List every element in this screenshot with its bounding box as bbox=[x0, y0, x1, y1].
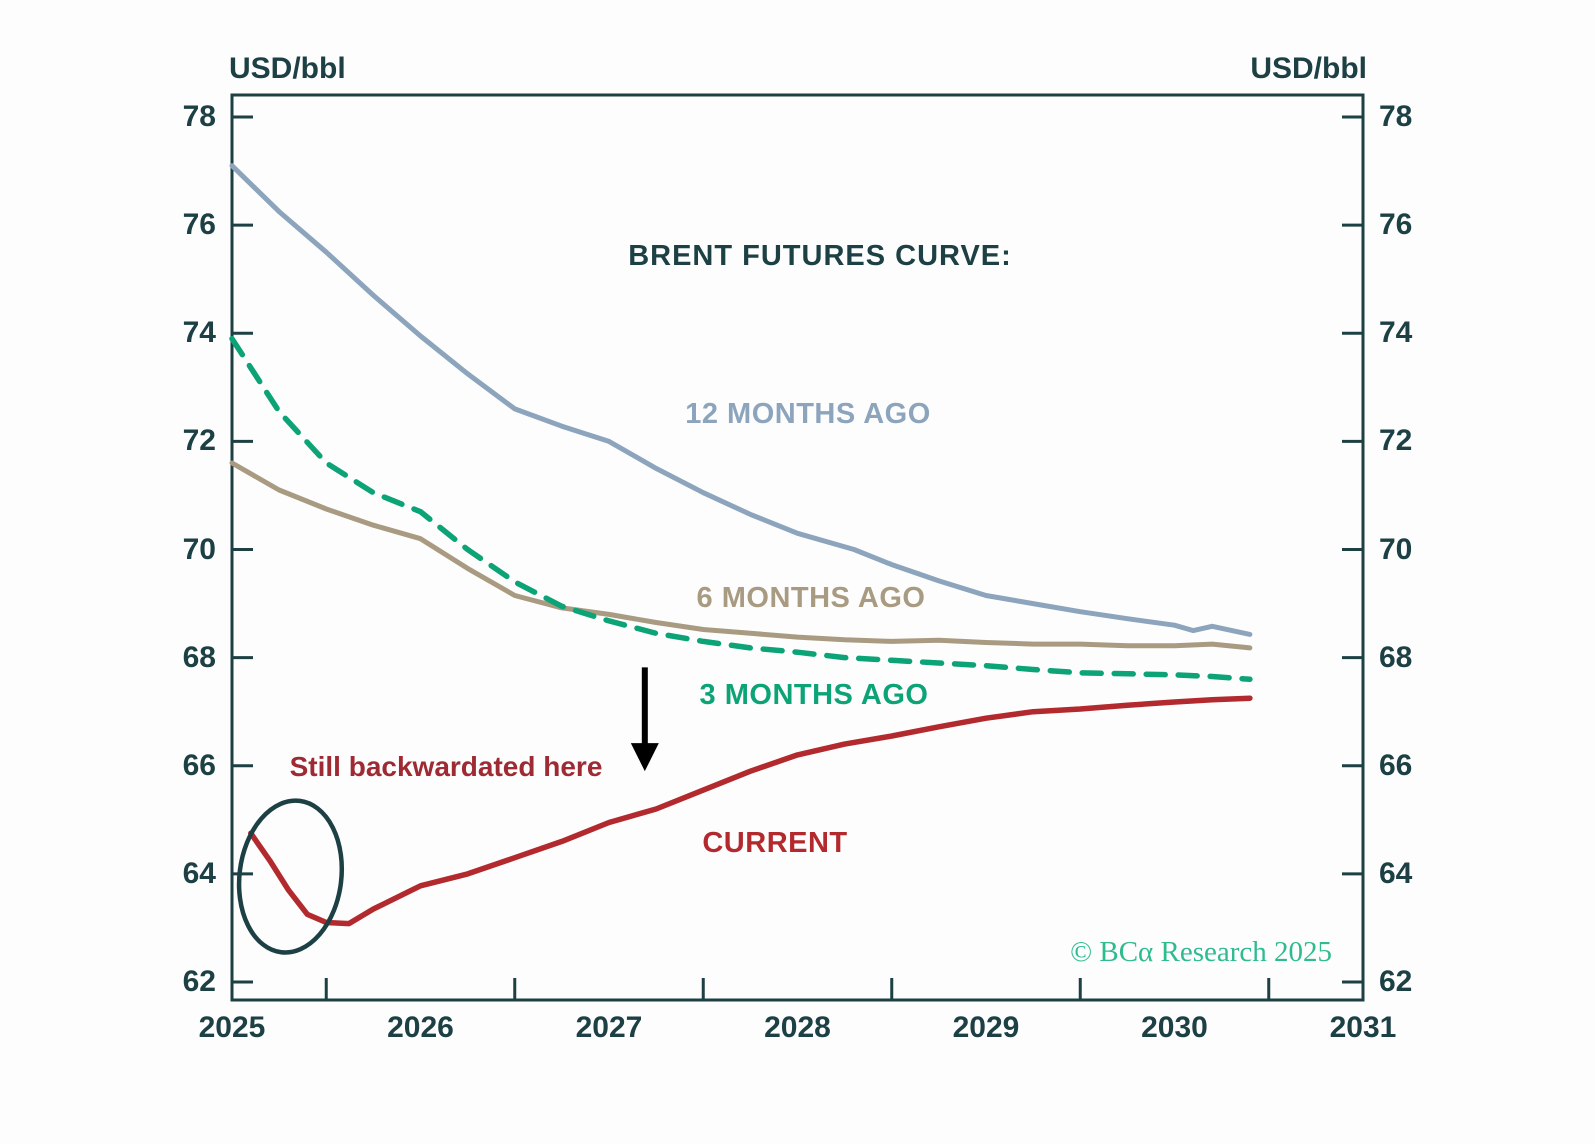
down-arrow-head bbox=[630, 743, 659, 772]
x-axis-label: 2031 bbox=[1329, 1011, 1397, 1044]
y-axis-label-right: 78 bbox=[1379, 100, 1413, 133]
y-axis-label-left: 66 bbox=[182, 748, 216, 782]
x-axis-label: 2025 bbox=[198, 1011, 266, 1044]
series-label-6-months-ago: 6 MONTHS AGO bbox=[696, 582, 926, 614]
y-axis-label-right: 64 bbox=[1379, 856, 1413, 890]
right-axis-unit-label: USD/bbl bbox=[1250, 52, 1367, 85]
backwardation-annotation: Still backwardated here bbox=[289, 751, 603, 782]
y-axis-label-left: 68 bbox=[182, 640, 216, 674]
y-axis-label-right: 68 bbox=[1379, 640, 1413, 674]
series-line-3-months-ago bbox=[229, 335, 1253, 683]
y-axis-label-right: 74 bbox=[1379, 316, 1413, 350]
x-axis-label: 2029 bbox=[952, 1011, 1020, 1044]
plot-border bbox=[230, 93, 1365, 1002]
y-axis-label-left: 76 bbox=[182, 208, 216, 242]
x-axis-label: 2030 bbox=[1141, 1011, 1208, 1044]
y-axis-label-right: 70 bbox=[1379, 532, 1413, 566]
y-axis-label-left: 78 bbox=[182, 100, 216, 133]
x-axis-label: 2028 bbox=[764, 1011, 831, 1044]
y-axis-label-right: 76 bbox=[1379, 208, 1413, 242]
y-axis-label-left: 70 bbox=[182, 532, 216, 566]
chart-title: BRENT FUTURES CURVE: bbox=[628, 240, 1012, 272]
y-axis-label-right: 66 bbox=[1379, 748, 1413, 782]
y-axis-label-left: 62 bbox=[182, 965, 216, 998]
y-axis-label-left: 74 bbox=[182, 316, 216, 350]
series-label-current: CURRENT bbox=[702, 827, 848, 859]
backwardation-ellipse bbox=[236, 798, 345, 955]
x-axis-label: 2026 bbox=[387, 1011, 454, 1044]
left-axis-unit-label: USD/bbl bbox=[229, 52, 346, 85]
series-line-12-months-ago bbox=[229, 163, 1253, 637]
y-axis-label-right: 62 bbox=[1379, 965, 1413, 998]
series-label-3-months-ago: 3 MONTHS AGO bbox=[699, 679, 929, 711]
y-axis-label-left: 64 bbox=[182, 856, 216, 890]
y-axis-label-left: 72 bbox=[182, 424, 216, 458]
series-line-6-months-ago bbox=[229, 460, 1253, 651]
x-axis-label: 2027 bbox=[575, 1011, 643, 1044]
copyright-notice: © BCα Research 2025 bbox=[1070, 936, 1332, 968]
series-label-12-months-ago: 12 MONTHS AGO bbox=[685, 398, 931, 430]
series-line-current bbox=[248, 695, 1253, 927]
y-axis-label-right: 72 bbox=[1379, 424, 1413, 458]
